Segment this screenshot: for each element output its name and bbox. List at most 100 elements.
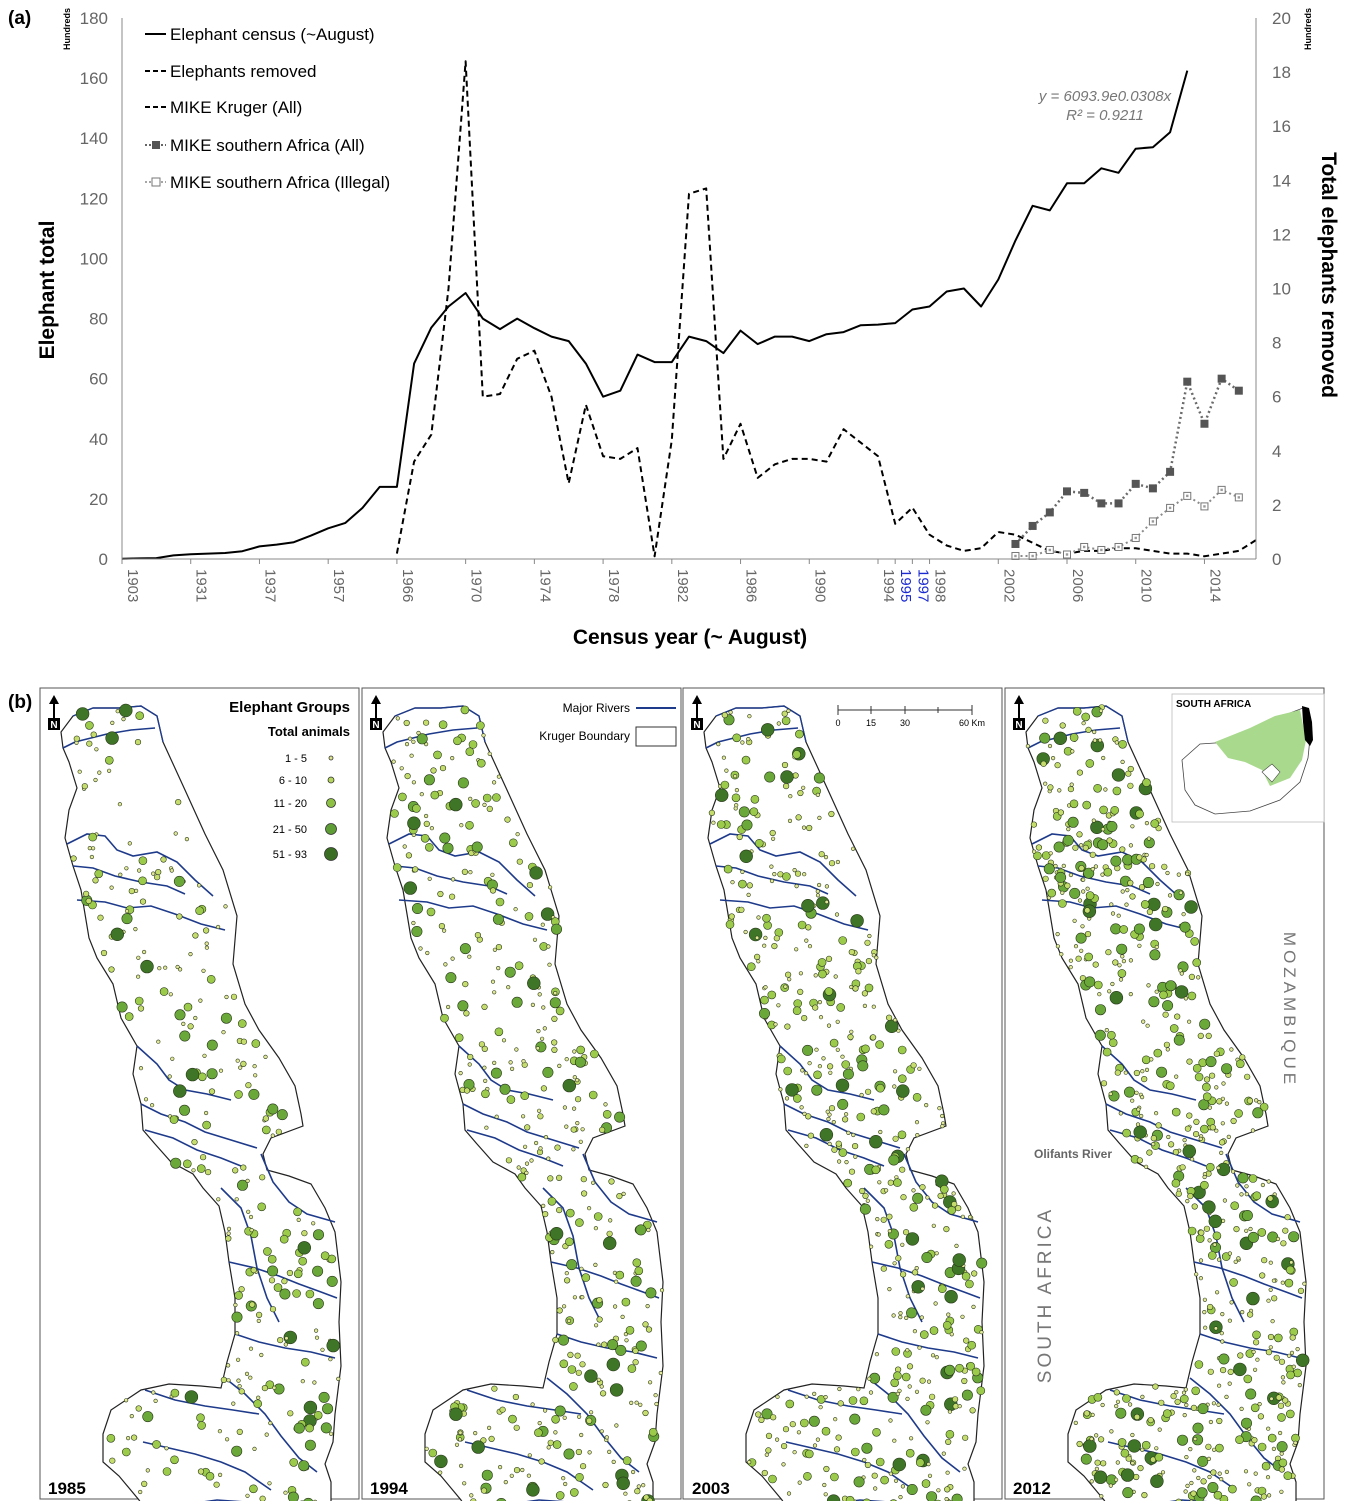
- river: [466, 1129, 564, 1167]
- elephant-group: [1229, 1300, 1234, 1305]
- elephant-group: [603, 1102, 608, 1107]
- elephant-group: [575, 1448, 583, 1456]
- elephant-group: [1064, 882, 1071, 889]
- river: [458, 1045, 554, 1101]
- elephant-group: [478, 1041, 486, 1048]
- elephant-group: [547, 1439, 554, 1446]
- elephant-group: [1178, 890, 1183, 895]
- elephant-group: [459, 943, 471, 955]
- elephant-group: [1093, 783, 1102, 793]
- elephant-group: [399, 766, 404, 771]
- elephant-group: [1244, 1228, 1249, 1233]
- elephant-group: [526, 1483, 540, 1497]
- elephant-group: [1197, 1032, 1204, 1039]
- elephant-group: [833, 1417, 838, 1422]
- river: [1193, 1261, 1303, 1299]
- elephant-group: [1162, 905, 1169, 913]
- elephant-group: [269, 1306, 277, 1313]
- elephant-group: [850, 846, 856, 851]
- elephant-group: [720, 780, 730, 790]
- elephant-group: [1053, 863, 1058, 869]
- elephant-group: [250, 1266, 257, 1274]
- elephant-group: [574, 1352, 581, 1359]
- elephant-group: [1163, 1041, 1170, 1048]
- elephant-group: [1194, 1072, 1204, 1082]
- elephant-group: [815, 893, 821, 898]
- elephant-group: [1114, 1403, 1119, 1409]
- elephant-group: [1121, 958, 1126, 964]
- point-mike-sa-illegal-center: [1082, 545, 1086, 549]
- elephant-group: [551, 1415, 560, 1424]
- elephant-group: [1067, 785, 1074, 793]
- elephant-group: [569, 1382, 578, 1391]
- elephant-group: [119, 703, 133, 718]
- elephant-group: [1288, 1231, 1300, 1243]
- elephant-group: [1220, 1339, 1225, 1344]
- elephant-group: [252, 1064, 257, 1069]
- elephant-group: [283, 1490, 288, 1495]
- elephant-group: [921, 1252, 933, 1264]
- elephant-group: [305, 1289, 315, 1299]
- elephant-group: [897, 1045, 907, 1055]
- elephant-group: [542, 1026, 547, 1031]
- elephant-group: [1108, 1091, 1113, 1096]
- elephant-group: [203, 927, 210, 934]
- elephant-group: [919, 1377, 926, 1384]
- elephant-group: [1196, 1487, 1208, 1499]
- elephant-group: [960, 1314, 965, 1319]
- elephant-group: [792, 867, 797, 873]
- elephant-group: [1203, 1076, 1211, 1083]
- elephant-group: [908, 1436, 914, 1441]
- elephant-group: [411, 920, 416, 926]
- elephant-group: [1120, 1448, 1130, 1458]
- elephant-group: [1129, 893, 1136, 900]
- elephant-group: [874, 955, 879, 960]
- elephant-group: [807, 944, 813, 949]
- elephant-group: [405, 852, 413, 859]
- elephant-group: [769, 864, 774, 869]
- elephant-group: [799, 1418, 809, 1428]
- river: [877, 1333, 979, 1359]
- elephant-group: [805, 1113, 812, 1120]
- elephant-group: [1202, 1297, 1207, 1302]
- elephant-group: [1229, 1278, 1238, 1287]
- elephant-group: [795, 814, 802, 821]
- elephant-group: [296, 1217, 301, 1222]
- elephant-group: [1207, 1238, 1212, 1243]
- elephant-group: [490, 979, 496, 984]
- elephant-group: [1253, 1471, 1258, 1476]
- elephant-group: [292, 1289, 301, 1298]
- elephant-group: [805, 924, 812, 931]
- elephant-group: [724, 768, 729, 773]
- elephant-group: [93, 777, 98, 783]
- elephant-group: [1073, 1420, 1078, 1425]
- elephant-group: [1139, 1113, 1144, 1119]
- elephant-group: [781, 761, 789, 769]
- elephant-group: [233, 1302, 238, 1308]
- year-label-1985: 1985: [48, 1479, 86, 1498]
- elephant-group: [739, 849, 753, 863]
- size-class-4-marker: [325, 823, 337, 835]
- map-panel-1994: N: [361, 687, 682, 1501]
- elephant-group: [559, 1359, 569, 1369]
- river: [62, 727, 156, 749]
- elephant-group: [1234, 1109, 1243, 1118]
- elephant-group: [1140, 900, 1150, 909]
- x-tick-1931: 1931: [193, 569, 210, 602]
- elephant-group: [216, 924, 221, 930]
- elephant-group: [1246, 1097, 1253, 1104]
- elephant-group: [442, 842, 454, 854]
- elephant-group: [1237, 1352, 1244, 1359]
- elephant-group: [1230, 1201, 1239, 1210]
- elephant-group: [564, 1057, 569, 1062]
- elephant-group: [133, 926, 138, 932]
- elephant-group: [836, 1159, 842, 1164]
- elephant-group: [574, 1096, 582, 1103]
- elephant-group: [504, 816, 511, 823]
- elephant-group: [1250, 1495, 1262, 1501]
- elephant-group: [311, 1221, 316, 1226]
- elephant-group: [236, 1378, 241, 1383]
- elephant-group: [635, 1340, 647, 1352]
